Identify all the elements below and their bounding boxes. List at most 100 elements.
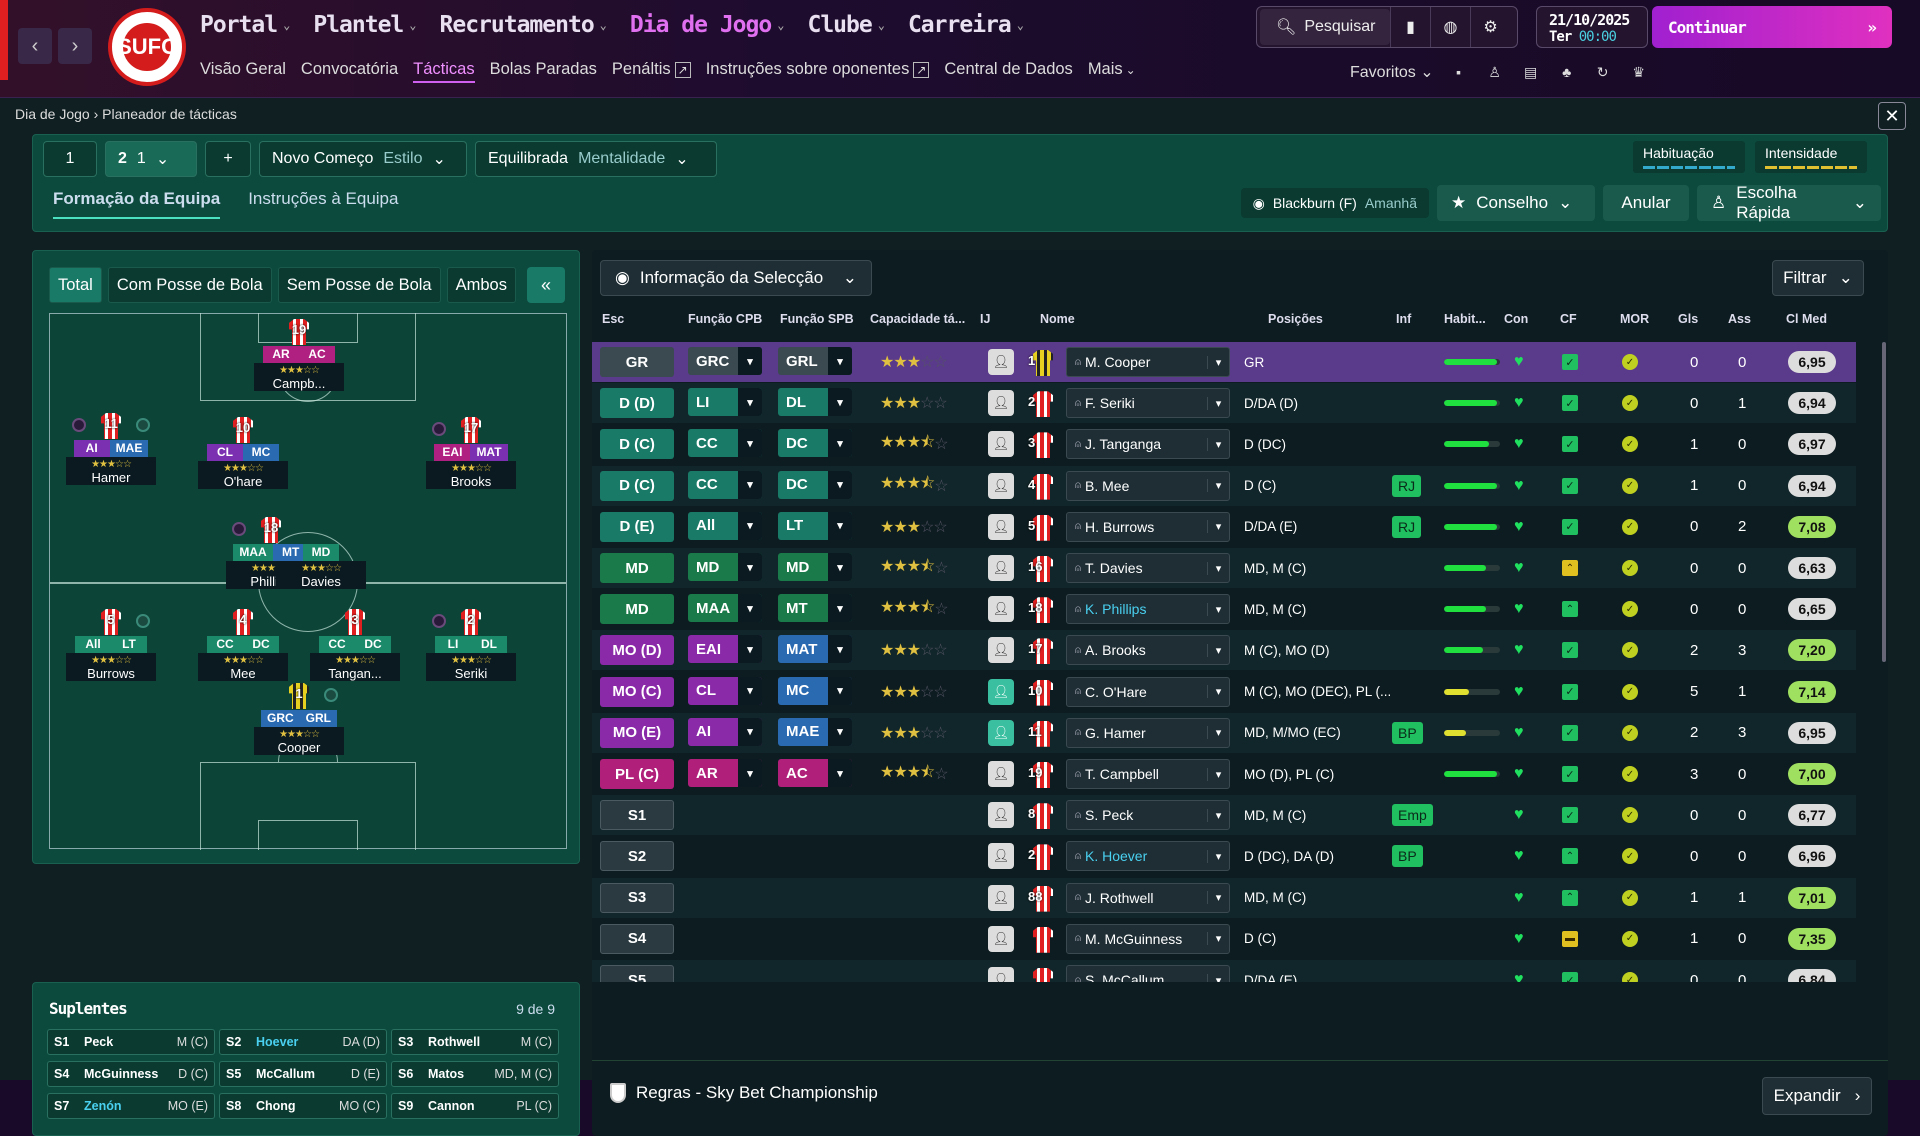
table-row[interactable]: MO (E) AI ▾ MAE ▾ ★★★ ☆ ☆ 👤︎ 11 ⍝ G. Hamer ▾ MD, M/MO… [592,712,1856,753]
globe-icon[interactable]: ◍ [1430,7,1470,47]
advice-button[interactable]: ★ Conselho ⌄ [1437,185,1595,221]
oop-role-select[interactable]: AC ▾ [778,759,852,787]
gear-icon[interactable]: ⚙ [1470,7,1510,47]
pitch-player-0[interactable]: 19 AR AC ★★★☆☆ Campb... [254,316,344,391]
table-row[interactable]: S5 👤︎ ⍝ S. McCallum ▾ D/DA (E) ♥ ✓ ✓ 0 0 6,84 [592,960,1856,982]
player-select[interactable]: ⍝ T. Davies ▾ [1066,553,1230,583]
ip-role-select[interactable]: AR ▾ [688,759,762,787]
column-header-11[interactable]: MOR [1620,312,1650,326]
intensity-gauge[interactable]: Intensidade [1755,141,1867,173]
column-header-3[interactable]: Capacidade tá... [870,312,966,326]
position-slot[interactable]: MO (C) [600,676,674,707]
continue-button[interactable]: Continuar » [1652,6,1892,48]
table-row[interactable]: S1 👤︎ 8 ⍝ S. Peck ▾ MD, M (C) Emp ♥ ✓ ✓ 0 0 6,77 [592,795,1856,836]
table-row[interactable]: D (C) CC ▾ DC ▾ ★★★⯪ ☆ 👤︎ 4 ⍝ B. Mee ▾ D (C) RJ ♥ ✓ ✓ 1 0 6… [592,465,1856,506]
shirt-icon[interactable]: ♙ [1488,63,1501,80]
player-instructions-button[interactable]: 👤︎ [988,635,1014,665]
sub-item[interactable]: S2 Hoever DA (D) [219,1029,387,1055]
player-select[interactable]: ⍝ B. Mee ▾ [1066,470,1230,501]
position-slot[interactable]: D (C) [600,429,674,460]
sub-item[interactable]: S7 Zenón MO (E) [47,1093,215,1119]
table-row[interactable]: S3 👤︎ 88 ⍝ J. Rothwell ▾ MD, M (C) ♥ ⌃ ✓ 1 1 7,01 [592,877,1856,918]
formation-tab-3[interactable]: Ambos [446,267,516,303]
player-instructions-button[interactable]: 👤︎ [988,841,1014,871]
trophy-icon[interactable]: ♛ [1632,63,1645,80]
filter-button[interactable]: Filtrar ⌄ [1772,260,1864,296]
ip-role-select[interactable]: CL ▾ [688,676,762,705]
oop-role-select[interactable]: MAE ▾ [778,717,852,746]
player-select[interactable]: ⍝ F. Seriki ▾ [1066,388,1230,419]
table-row[interactable]: GR GRC ▾ GRL ▾ ★★★ ☆ ☆ 👤︎ 1 ⍝ M. Cooper ▾ GR ♥ ✓ ✓ 0 0 6,95 [592,342,1856,382]
competition-rules[interactable]: Regras - Sky Bet Championship [610,1083,878,1103]
position-slot[interactable]: S1 [600,800,674,831]
ip-role-select[interactable]: AI ▾ [688,717,762,746]
ip-role-select[interactable]: MD ▾ [688,553,762,581]
table-row[interactable]: S4 👤︎ ⍝ M. McGuinness ▾ D (C) ♥ ▬ ✓ 1 0 7,35 [592,919,1856,959]
nav-item-2[interactable]: Recrutamento ⌄ [440,12,607,38]
collapse-button[interactable]: « [527,267,565,303]
player-select[interactable]: ⍝ G. Hamer ▾ [1066,717,1230,748]
player-select[interactable]: ⍝ K. Phillips ▾ [1066,594,1230,625]
pitch-player-3[interactable]: 17 EAI MAT ★★★☆☆ Brooks [426,414,516,489]
column-header-5[interactable]: Nome [1040,312,1075,326]
column-header-12[interactable]: Gls [1678,312,1699,326]
ip-role-select[interactable]: EAI ▾ [688,635,762,664]
player-select[interactable]: ⍝ A. Brooks ▾ [1066,635,1230,666]
player-instructions-button[interactable]: 👤︎ [988,553,1014,583]
info-badge[interactable]: RJ [1392,512,1422,542]
undo-button[interactable]: Anular [1603,185,1689,221]
nav-item-3[interactable]: Dia de Jogo ⌄ [630,12,785,38]
position-slot[interactable]: S2 [600,841,674,872]
sub-item[interactable]: S9 Cannon PL (C) [391,1093,559,1119]
chat-icon[interactable]: ▪ [1456,64,1462,80]
ip-role-select[interactable]: CC ▾ [688,429,762,458]
player-instructions-button[interactable]: 👤︎ [988,924,1014,954]
position-slot[interactable]: D (D) [600,388,674,419]
info-badge[interactable]: Emp [1392,800,1433,830]
close-button[interactable]: ✕ [1878,102,1906,130]
oop-role-select[interactable]: DC ▾ [778,470,852,499]
refresh-icon[interactable]: ↻ [1596,63,1609,80]
column-header-0[interactable]: Esc [602,312,625,326]
info-badge[interactable]: BP [1392,841,1423,871]
pitch-player-1[interactable]: 11 AI MAE ★★★☆☆ Hamer [66,410,156,485]
player-instructions-button[interactable]: 👤︎ [988,594,1014,624]
subnav-item-7[interactable]: Mais ⌄ [1088,60,1136,83]
bookmark-icon[interactable]: ▮ [1390,7,1430,47]
sub-item[interactable]: S8 Chong MO (C) [219,1093,387,1119]
forward-button[interactable]: › [58,28,92,64]
add-tactic-button[interactable]: + [205,141,251,177]
player-instructions-button[interactable]: 👤︎ [988,429,1014,459]
tab-team-instructions[interactable]: Instruções à Equipa [248,189,399,208]
player-instructions-button[interactable]: 👤︎ [988,677,1014,707]
subnav-item-5[interactable]: Instruções sobre oponentes ↗ [706,60,930,83]
formation-tab-2[interactable]: Sem Posse de Bola [277,267,441,303]
pitch-player-9[interactable]: 2 LI DL ★★★☆☆ Seriki [426,606,516,681]
subnav-item-6[interactable]: Central de Dados [944,60,1072,83]
position-slot[interactable]: D (C) [600,470,674,501]
table-row[interactable]: MO (D) EAI ▾ MAT ▾ ★★★ ☆ ☆ 👤︎ 17 ⍝ A. Brooks ▾ M (C),… [592,630,1856,671]
table-row[interactable]: S2 👤︎ 2 ⍝ K. Hoever ▾ D (DC), DA (D) BP ♥ ⌃ ✓ 0 0 6,9… [592,836,1856,876]
sub-item[interactable]: S1 Peck M (C) [47,1029,215,1055]
column-header-9[interactable]: Con [1504,312,1529,326]
oop-role-select[interactable]: DL ▾ [778,388,852,417]
player-select[interactable]: ⍝ T. Campbell ▾ [1066,759,1230,789]
player-select[interactable]: ⍝ S. Peck ▾ [1066,800,1230,831]
subnav-item-2[interactable]: Tácticas [413,60,475,83]
ip-role-select[interactable]: All ▾ [688,511,762,540]
table-scrollbar[interactable] [1882,342,1886,662]
position-slot[interactable]: MO (D) [600,635,674,666]
oop-role-select[interactable]: MAT ▾ [778,635,852,664]
oop-role-select[interactable]: MD ▾ [778,553,852,581]
position-slot[interactable]: S3 [600,882,674,913]
player-select[interactable]: ⍝ M. McGuinness ▾ [1066,923,1230,954]
column-header-1[interactable]: Função CPB [688,312,763,326]
subnav-item-4[interactable]: Penáltis ↗ [612,60,691,83]
sub-item[interactable]: S4 McGuinness D (C) [47,1061,215,1087]
pitch-player-5[interactable]: MD ★★★☆☆ Davies [276,544,366,589]
oop-role-select[interactable]: LT ▾ [778,511,852,540]
pitch-player-6[interactable]: 5 All LT ★★★☆☆ Burrows [66,606,156,681]
oop-role-select[interactable]: GRL ▾ [778,347,852,375]
table-row[interactable]: MD MAA ▾ MT ▾ ★★★⯪ ☆ 👤︎ 18 ⍝ K. Phillips ▾ MD, M (C)… [592,589,1856,629]
position-slot[interactable]: PL (C) [600,759,674,789]
